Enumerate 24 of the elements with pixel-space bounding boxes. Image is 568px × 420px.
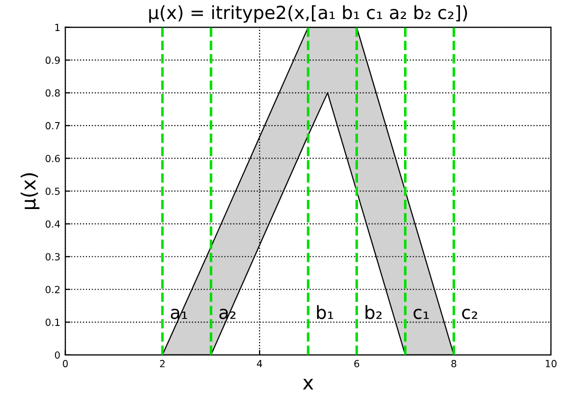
x-tick-label: 10 [546,360,556,368]
y-tick-label: 0.2 [46,286,60,294]
y-tick-label: 0.3 [46,253,60,260]
y-tick-label: 0.5 [46,188,60,195]
y-tick-label: 0.8 [46,89,60,97]
ref-line-label: b₁ [317,305,334,320]
y-tick-label: 0.6 [46,154,60,162]
y-tick-label: 0.4 [46,220,60,228]
ref-line-label: c₁ [414,308,429,320]
y-tick-label: 0.1 [46,318,60,326]
x-tick-label: 0 [62,360,68,368]
y-tick-label: 0.7 [46,122,60,130]
y-axis-title: μ(x) [20,173,40,209]
y-tick-label: 0.9 [46,56,60,64]
x-tick-label: 4 [256,360,262,368]
ref-line-label: c₂ [462,308,478,320]
y-tick-label: 1 [55,24,60,31]
x-axis-title: x [302,378,314,390]
x-tick-label: 8 [451,360,456,368]
chart-title: μ(x) = itritype2(x,[a₁ b₁ c₁ a₂ b₂ c₂]) [149,5,468,23]
x-tick-label: 6 [354,360,360,368]
y-tick-label: 0 [54,351,60,359]
x-tick-label: 2 [160,360,165,368]
ref-line-label: b₂ [366,305,382,320]
